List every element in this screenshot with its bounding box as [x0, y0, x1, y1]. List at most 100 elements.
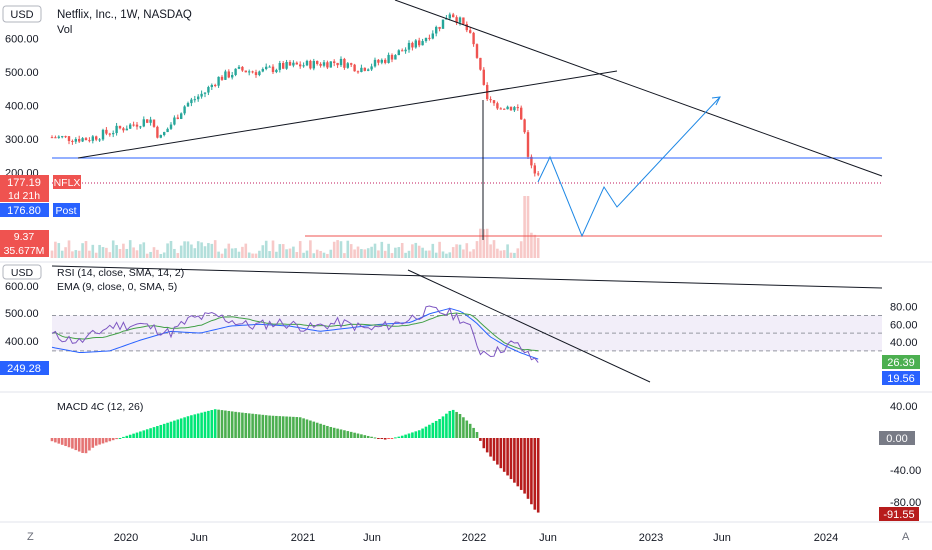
macd-bar: [526, 438, 530, 499]
macd-bar: [451, 409, 455, 438]
macd-bar: [54, 438, 57, 443]
macd-bar: [468, 423, 472, 438]
macd-bar: [346, 431, 350, 438]
macd-bar: [383, 438, 387, 440]
currency-badge[interactable]: [2, 5, 42, 23]
candle-body: [122, 128, 125, 131]
price-pane[interactable]: [50, 0, 883, 258]
candle-body: [78, 139, 81, 142]
candle-body: [98, 139, 101, 141]
projection-path[interactable]: [537, 96, 721, 238]
macd-bar: [489, 438, 492, 457]
macd-bar: [271, 415, 275, 438]
candle-body: [377, 59, 380, 63]
macd-bar: [411, 432, 414, 438]
volume-bar: [421, 247, 424, 258]
candle-body: [292, 62, 295, 66]
candle-body: [411, 42, 414, 48]
macd-bar: [336, 428, 339, 438]
candle-body: [448, 14, 451, 19]
candle-body: [146, 119, 149, 123]
candle-body: [482, 69, 485, 85]
macd-bar: [496, 438, 499, 465]
macd-bar: [322, 424, 326, 438]
trend-line[interactable]: [394, 0, 883, 177]
candle-body: [224, 71, 227, 80]
auto-scale-toggle[interactable]: A: [902, 531, 910, 543]
volume-bar: [536, 237, 540, 258]
rsi-legend[interactable]: RSI (14, close, SMA, 14, 2): [57, 267, 184, 279]
macd-bar: [315, 422, 319, 438]
candle-body: [166, 128, 169, 133]
volume-bar: [128, 240, 132, 258]
rsi-trend-line[interactable]: [407, 269, 651, 383]
volume-bar: [227, 243, 231, 258]
volume-bar: [84, 241, 88, 258]
macd-bar: [373, 437, 377, 439]
candle-body: [163, 132, 166, 136]
candle-body: [278, 62, 281, 70]
ema-line: [51, 307, 539, 360]
macd-pane[interactable]: [50, 409, 540, 513]
candle-body: [319, 63, 322, 66]
macd-bar: [251, 413, 254, 438]
time-tick-label: Jun: [363, 532, 381, 544]
ema-value: 249.28: [7, 363, 41, 375]
candle-body: [407, 42, 411, 50]
volume-bar: [336, 240, 339, 258]
last-price-tag: [0, 175, 49, 189]
macd-legend[interactable]: MACD 4C (12, 26): [57, 401, 143, 413]
symbol-title[interactable]: Netflix, Inc., 1W, NASDAQ: [57, 9, 192, 21]
candle-body: [135, 124, 139, 127]
macd-bar: [417, 430, 421, 438]
candle-body: [180, 113, 183, 119]
candle-body: [384, 59, 387, 63]
macd-bar: [278, 416, 282, 438]
macd-bar: [400, 435, 404, 438]
macd-bar: [285, 416, 288, 438]
volume-bar: [60, 250, 64, 258]
volume-bar: [292, 246, 295, 258]
macd-bar: [166, 422, 169, 438]
volume-bar: [108, 252, 112, 258]
volume-bar: [149, 251, 152, 258]
candle-body: [367, 69, 370, 71]
left-price-axis[interactable]: 600.00500.00400.00300.00200.00600.00500.…: [5, 33, 39, 375]
volume-bar: [332, 241, 336, 258]
macd-bar: [244, 413, 248, 438]
volume-bar: [251, 253, 254, 258]
macd-bar: [145, 429, 149, 438]
volume-bar: [54, 241, 57, 258]
macd-bar: [360, 434, 363, 438]
candle-body: [309, 60, 312, 69]
currency-badge-rsi[interactable]: [2, 264, 42, 280]
macd-bar: [298, 417, 302, 438]
price-tick-label: 300.00: [5, 134, 39, 146]
macd-bar: [295, 417, 299, 438]
ema-legend[interactable]: EMA (9, close, 0, SMA, 5): [57, 281, 177, 293]
rsi-pane[interactable]: [51, 265, 883, 383]
volume-bar: [200, 242, 203, 258]
macd-bar: [64, 438, 67, 447]
trend-line[interactable]: [77, 70, 618, 159]
volume-bar: [162, 252, 166, 258]
volume-bar: [57, 243, 61, 258]
volume-legend[interactable]: Vol: [57, 24, 72, 36]
timezone-toggle[interactable]: Z: [27, 531, 34, 543]
rsi-sma-value-tag: [882, 371, 920, 385]
candle-body: [373, 59, 377, 67]
macd-bar: [200, 412, 203, 438]
trend-drawings[interactable]: [52, 0, 883, 240]
volume-bar: [530, 232, 533, 258]
candle-body: [496, 103, 499, 109]
macd-bar: [472, 427, 475, 438]
rsi-trend-line[interactable]: [51, 265, 883, 289]
candle-body: [404, 49, 407, 52]
time-axis[interactable]: 2020 Jun 2021 Jun 2022 Jun 2023 Jun 2024: [114, 532, 838, 544]
volume-bar: [363, 249, 367, 258]
volume-bar: [210, 243, 214, 258]
candle-body: [190, 99, 193, 104]
macd-bar: [292, 416, 295, 438]
